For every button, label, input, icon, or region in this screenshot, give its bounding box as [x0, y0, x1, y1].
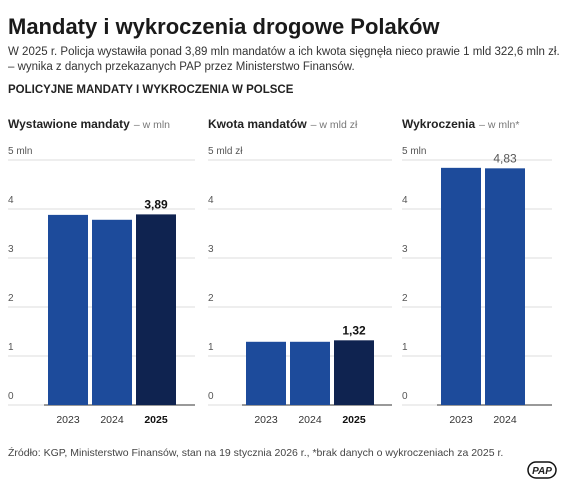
y-tick-label: 5 mld zł	[208, 146, 243, 157]
value-label: 4,83	[493, 151, 517, 165]
y-tick-label: 1	[208, 342, 214, 353]
chart-title: Wystawione mandaty	[8, 117, 130, 131]
x-tick-label: 2023	[56, 414, 80, 426]
x-tick-label: 2024	[298, 414, 322, 426]
chart-title: Wykroczenia	[402, 117, 475, 131]
chart-subtitle: – w mln*	[479, 119, 519, 131]
y-tick-label: 3	[8, 244, 14, 255]
bar	[441, 167, 481, 405]
y-tick-label: 2	[402, 293, 408, 304]
y-tick-label: 5 mln	[402, 146, 426, 157]
y-tick-label: 0	[208, 391, 214, 402]
y-tick-label: 1	[8, 342, 14, 353]
value-label: 1,32	[342, 323, 366, 337]
source: Źródło: KGP, Ministerstwo Finansów, stan…	[8, 446, 503, 459]
section-title: POLICYJNE MANDATY I WYKROCZENIA W POLSCE	[8, 84, 294, 96]
y-tick-label: 2	[208, 293, 214, 304]
subtitle: – wynika z danych przekazanych PAP przez…	[8, 61, 355, 73]
y-tick-label: 1	[402, 342, 408, 353]
logo-frame	[527, 461, 557, 479]
chart-title: Kwota mandatów	[208, 117, 307, 131]
bar	[334, 340, 374, 405]
value-label: 3,89	[144, 197, 168, 211]
bar	[290, 341, 330, 405]
y-tick-label: 2	[8, 293, 14, 304]
bar	[92, 219, 132, 405]
y-tick-label: 0	[8, 391, 14, 402]
y-tick-label: 0	[402, 391, 408, 402]
bar	[48, 214, 88, 405]
y-tick-label: 3	[402, 244, 408, 255]
x-tick-label: 2025	[144, 414, 168, 426]
x-tick-label: 2024	[100, 414, 124, 426]
logo: PAP	[532, 466, 552, 477]
x-tick-label: 2023	[254, 414, 278, 426]
y-tick-label: 4	[208, 195, 214, 206]
y-tick-label: 5 mln	[8, 146, 32, 157]
y-tick-label: 3	[208, 244, 214, 255]
x-tick-label: 2024	[493, 414, 517, 426]
x-tick-label: 2023	[449, 414, 473, 426]
bar	[246, 341, 286, 405]
y-tick-label: 4	[8, 195, 14, 206]
bar	[136, 214, 176, 405]
x-tick-label: 2025	[342, 414, 366, 426]
y-tick-label: 4	[402, 195, 408, 206]
chart-subtitle: – w mln	[134, 119, 170, 131]
title: Mandaty i wykroczenia drogowe Polaków	[8, 14, 440, 39]
chart-subtitle: – w mld zł	[311, 119, 358, 131]
subtitle: W 2025 r. Policja wystawiła ponad 3,89 m…	[8, 46, 560, 58]
bar	[485, 168, 525, 405]
